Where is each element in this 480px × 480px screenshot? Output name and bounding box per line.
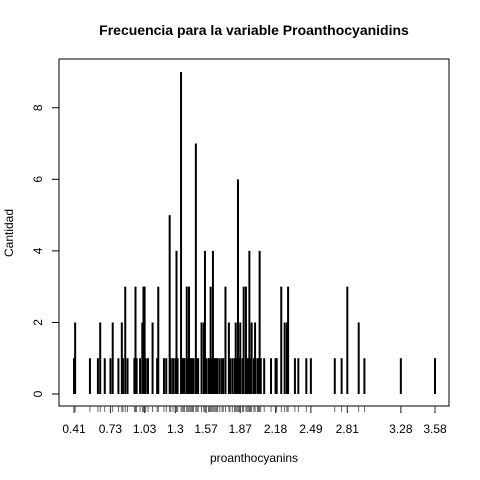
x-axis-label: proanthocyanins <box>210 451 298 465</box>
y-tick-label: 4 <box>31 247 45 254</box>
chart-title: Frecuencia para la variable Proanthocyan… <box>99 22 409 38</box>
x-tick-label: 3.28 <box>389 422 413 436</box>
y-axis-label: Cantidad <box>2 209 16 257</box>
plot-area-border <box>58 58 450 407</box>
x-tick-label: 2.18 <box>264 422 288 436</box>
x-tick-label: 1.03 <box>133 422 157 436</box>
x-tick-label: 0.73 <box>99 422 123 436</box>
y-tick-label: 8 <box>31 104 45 111</box>
x-tick-label: 1.57 <box>194 422 218 436</box>
y-axis: 0 2 4 6 8 <box>31 104 60 397</box>
x-tick-label: 1.3 <box>167 422 184 436</box>
y-tick-label: 0 <box>31 390 45 397</box>
bars-group <box>73 72 436 394</box>
rug-group <box>73 406 436 412</box>
x-tick-label: 0.41 <box>62 422 86 436</box>
x-tick-label: 3.58 <box>423 422 447 436</box>
y-tick-label: 6 <box>31 176 45 183</box>
x-tick-label: 2.81 <box>336 422 360 436</box>
x-tick-label: 1.87 <box>229 422 253 436</box>
x-tick-label: 2.49 <box>299 422 323 436</box>
y-tick-label: 2 <box>31 319 45 326</box>
x-axis: 0.41 0.73 1.03 1.3 1.57 1.87 2.18 2.49 2.81 3.28 3… <box>62 406 447 436</box>
